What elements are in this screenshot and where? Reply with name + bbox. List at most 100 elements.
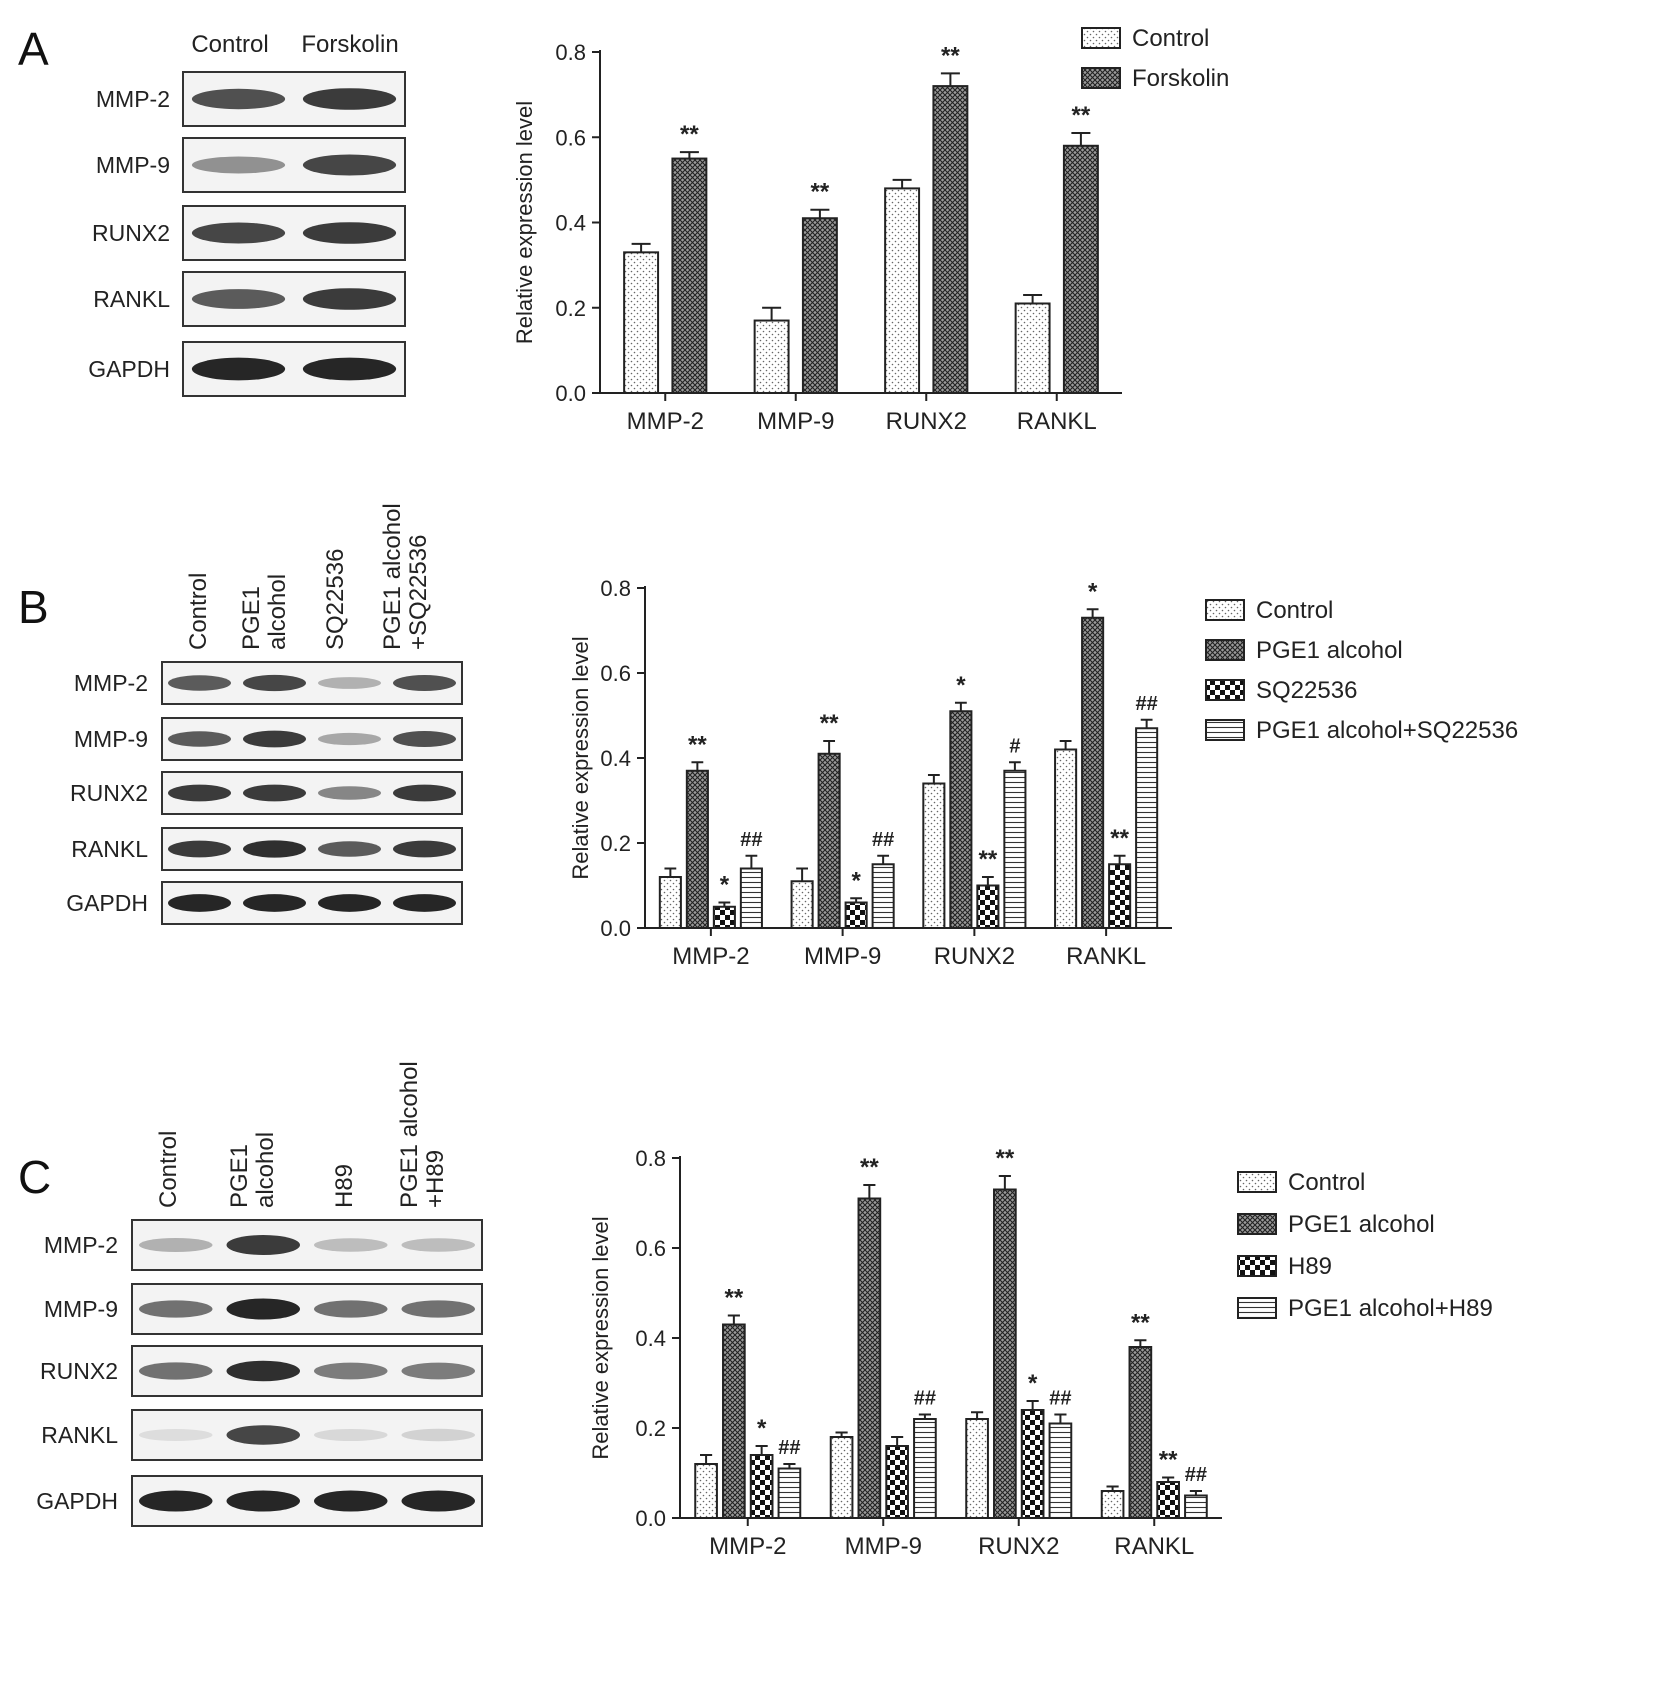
lane-label-pge1-alcohol-h89-line2: +H89 bbox=[422, 1150, 449, 1208]
band-rankl-sq22536 bbox=[318, 841, 381, 857]
bar-pge1-alcohol-sq22536-rankl bbox=[1135, 727, 1159, 929]
significance-mark: ## bbox=[872, 829, 894, 851]
bar-sq22536-mmp-9 bbox=[844, 901, 868, 929]
significance-mark: # bbox=[1009, 735, 1020, 757]
legend-label-forskolin: Forskolin bbox=[1132, 65, 1229, 92]
category-label-runx2: RUNX2 bbox=[886, 408, 967, 435]
blot-row-label-rankl: RANKL bbox=[93, 286, 170, 312]
bar-forskolin-rankl bbox=[1062, 144, 1099, 394]
bar-pge1-alcohol-h89-runx2 bbox=[1048, 1422, 1073, 1519]
bar-pge1-alcohol-h89-rankl bbox=[1184, 1494, 1208, 1519]
lane-label-pge1-alcohol-line2: alcohol bbox=[252, 1132, 279, 1208]
band-runx2-sq22536 bbox=[318, 786, 381, 800]
legend-label-sq22536: SQ22536 bbox=[1256, 677, 1357, 704]
bar-pge1-alcohol-h89-mmp-2 bbox=[777, 1467, 802, 1519]
bar-pge1-alcohol-sq22536-mmp-9 bbox=[871, 863, 895, 929]
blot-panel-b: Control PGE1 alcohol SQ22536 PGE1 alcohol +SQ… bbox=[66, 503, 463, 925]
bar-h89-mmp-9 bbox=[885, 1445, 909, 1519]
y-tick-label: 0.4 bbox=[600, 746, 631, 771]
significance-mark: * bbox=[851, 867, 861, 894]
band-runx2-control bbox=[139, 1362, 213, 1380]
legend-label-h89: H89 bbox=[1288, 1253, 1332, 1280]
lane-label-h89: H89 bbox=[331, 1164, 358, 1208]
band-mmp-2-h89 bbox=[314, 1238, 388, 1252]
band-gapdh-pge1-alcohol-h89 bbox=[401, 1490, 475, 1512]
legend-swatch-control bbox=[1237, 1171, 1277, 1193]
chart-panel-b: 0.0 0.2 0.4 0.6 0.8 Relative expression level… bbox=[568, 576, 1518, 970]
band-mmp-9-pge1-alcohol-h89 bbox=[401, 1300, 475, 1318]
band-gapdh-sq22536 bbox=[318, 894, 381, 912]
bar-pge1-alcohol-rankl bbox=[1128, 1346, 1153, 1519]
legend-swatch-control bbox=[1205, 599, 1245, 621]
lane-label-forskolin: Forskolin bbox=[301, 31, 398, 58]
blot-row-label-mmp-2: MMP-2 bbox=[74, 670, 148, 696]
category-label-mmp-2: MMP-2 bbox=[709, 1533, 786, 1560]
bar-control-mmp-2 bbox=[623, 251, 660, 394]
legend-label-pge1-alcohol: PGE1 alcohol bbox=[1288, 1211, 1435, 1238]
bar-pge1-alcohol-sq22536-mmp-2 bbox=[739, 867, 763, 929]
band-rankl-pge1-alcohol bbox=[226, 1425, 300, 1445]
significance-mark: ## bbox=[1049, 1388, 1071, 1410]
category-label-runx2: RUNX2 bbox=[934, 943, 1015, 970]
significance-mark: * bbox=[1028, 1370, 1038, 1397]
band-rankl-control bbox=[191, 289, 286, 309]
lane-label-pge1-alcohol-h89-line1: PGE1 alcohol bbox=[396, 1061, 423, 1208]
lane-label-control: Control bbox=[155, 1131, 182, 1208]
bar-pge1-alcohol-h89-mmp-9 bbox=[913, 1418, 937, 1519]
lane-label-pge1-alcohol-sq22536-line2: +SQ22536 bbox=[405, 535, 432, 650]
band-mmp-2-control bbox=[139, 1237, 213, 1253]
blot-row-label-mmp-9: MMP-9 bbox=[96, 152, 170, 178]
legend-swatch-pge1-alcohol-sq22536 bbox=[1205, 719, 1245, 741]
band-gapdh-control bbox=[168, 894, 231, 912]
y-tick-label: 0.8 bbox=[600, 576, 631, 601]
blot-row-label-runx2: RUNX2 bbox=[40, 1358, 118, 1384]
blot-row-label-gapdh: GAPDH bbox=[66, 890, 148, 916]
significance-mark: ## bbox=[740, 829, 762, 851]
bar-control-rankl bbox=[1054, 748, 1078, 929]
significance-mark: ** bbox=[680, 121, 699, 148]
legend-label-pge1-alcohol-h89: PGE1 alcohol+H89 bbox=[1288, 1295, 1493, 1322]
y-tick-label: 0.8 bbox=[635, 1146, 666, 1171]
band-runx2-forskolin bbox=[302, 222, 397, 244]
significance-mark: ## bbox=[778, 1437, 800, 1459]
band-runx2-pge1-alcohol bbox=[226, 1360, 300, 1382]
bar-control-mmp-9 bbox=[753, 319, 790, 395]
significance-mark: ** bbox=[979, 846, 998, 873]
category-label-rankl: RANKL bbox=[1017, 408, 1097, 435]
significance-mark: ** bbox=[860, 1154, 879, 1181]
bar-sq22536-rankl bbox=[1108, 863, 1132, 929]
blot-row-label-rankl: RANKL bbox=[71, 836, 148, 862]
category-label-mmp-9: MMP-9 bbox=[757, 408, 834, 435]
significance-mark: * bbox=[757, 1415, 767, 1442]
lane-label-pge1-alcohol-line2: alcohol bbox=[264, 574, 291, 650]
band-gapdh-control bbox=[139, 1490, 213, 1512]
y-tick-label: 0.0 bbox=[635, 1506, 666, 1531]
bar-pge1-alcohol-mmp-9 bbox=[857, 1197, 882, 1519]
significance-mark: ** bbox=[820, 710, 839, 737]
band-gapdh-h89 bbox=[314, 1490, 388, 1512]
category-label-rankl: RANKL bbox=[1114, 1533, 1194, 1560]
band-gapdh-pge1-alcohol bbox=[243, 894, 306, 912]
bar-forskolin-mmp-2 bbox=[671, 157, 708, 394]
bar-h89-runx2 bbox=[1020, 1409, 1045, 1519]
legend-swatch-pge1-alcohol bbox=[1237, 1213, 1277, 1235]
panel-letter-c: C bbox=[18, 1151, 52, 1203]
y-axis-label: Relative expression level bbox=[512, 101, 537, 344]
y-tick-label: 0.2 bbox=[555, 296, 586, 321]
band-mmp-2-pge1-alcohol-sq22536 bbox=[393, 675, 456, 691]
legend-label-control: Control bbox=[1288, 1169, 1365, 1196]
bar-control-rankl bbox=[1100, 1490, 1125, 1519]
legend-label-control: Control bbox=[1132, 25, 1209, 52]
bar-forskolin-mmp-9 bbox=[801, 217, 838, 394]
blot-row-label-gapdh: GAPDH bbox=[36, 1488, 118, 1514]
y-axis-label: Relative expression level bbox=[568, 636, 593, 879]
category-label-mmp-9: MMP-9 bbox=[845, 1533, 922, 1560]
bar-control-runx2 bbox=[922, 782, 946, 929]
band-mmp-9-pge1-alcohol-sq22536 bbox=[393, 731, 456, 747]
legend-swatch-h89 bbox=[1237, 1255, 1277, 1277]
bar-pge1-alcohol-mmp-2 bbox=[685, 769, 709, 929]
y-tick-label: 0.6 bbox=[555, 125, 586, 150]
bar-control-rankl bbox=[1014, 302, 1051, 394]
significance-mark: ## bbox=[1136, 693, 1158, 715]
